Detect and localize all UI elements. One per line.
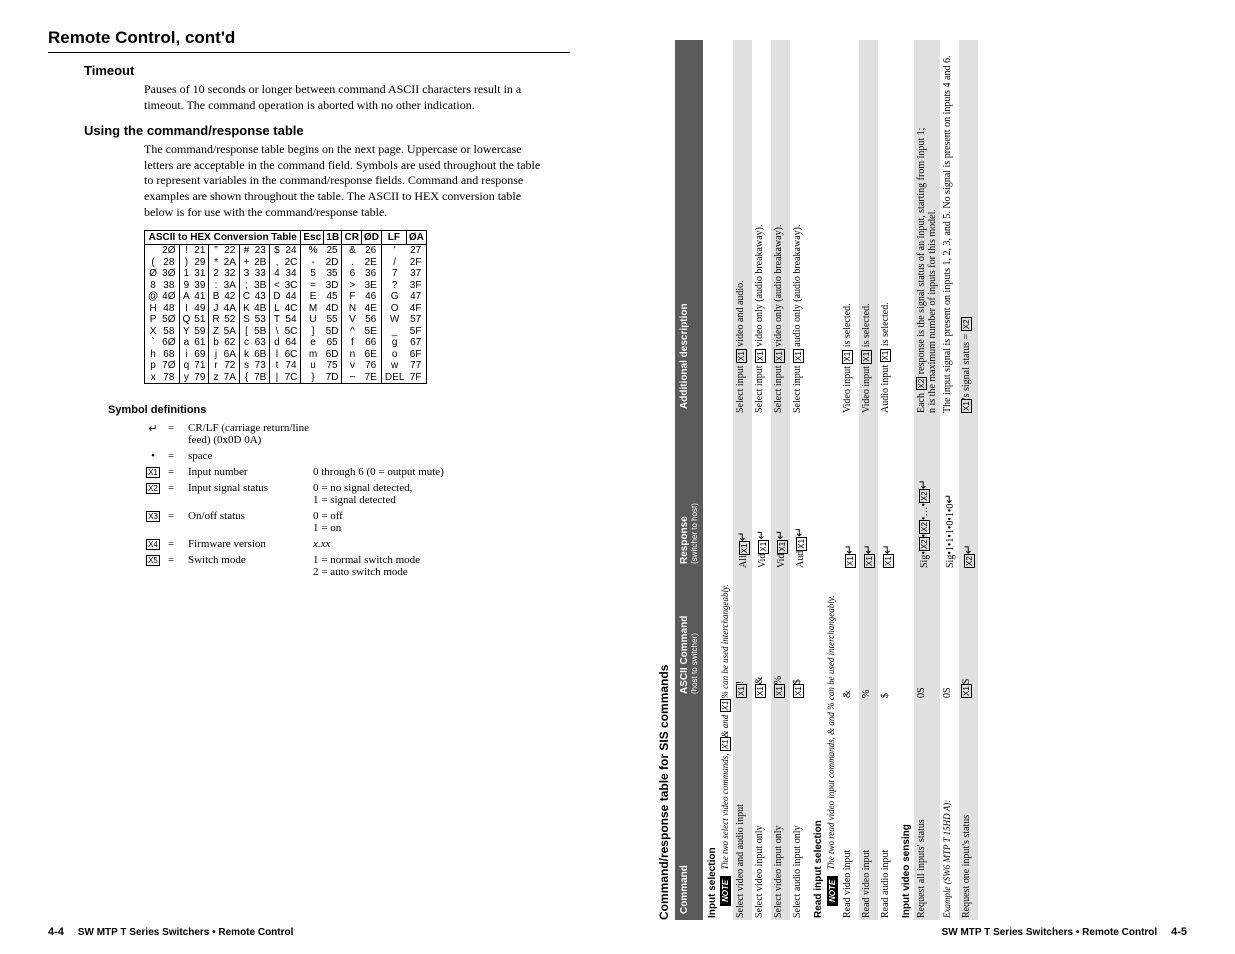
command-response-table: Command/response table for SIS commands … xyxy=(657,40,1072,920)
table-row: Select video input onlyX1%VidX1Select in… xyxy=(771,40,790,920)
page-number: 4-5 xyxy=(1171,926,1187,938)
section-note: NOTEThe two select video commands, X1& a… xyxy=(720,40,733,920)
crt-header-row: Command ASCII Command (host to switcher)… xyxy=(675,40,703,920)
header-rule xyxy=(48,52,570,53)
table-row: Request all inputs' status0SSig•X2•X2•…•… xyxy=(914,40,940,920)
symbol-definitions: ↵=CR/LF (carriage return/line feed) (0x0… xyxy=(48,422,570,582)
table-row: Select video input onlyX1&VidX1Select in… xyxy=(752,40,771,920)
page-number: 4-4 xyxy=(48,926,64,938)
crt-title: Command/response table for SIS commands xyxy=(657,40,671,920)
using-body: The command/response table begins on the… xyxy=(144,142,550,220)
table-row: Select audio input onlyX1$AudX1Select in… xyxy=(790,40,809,920)
section-head: Input video sensing xyxy=(897,40,914,920)
page-header: Remote Control, cont'd xyxy=(48,28,570,48)
section-head: Read input selection xyxy=(809,40,826,920)
ascii-hex-table: ASCII to HEX Conversion TableEsc1BCRØDLF… xyxy=(144,230,427,384)
footer-text: SW MTP T Series Switchers • Remote Contr… xyxy=(78,927,294,938)
table-row: Read video input&X1Video input X1 is sel… xyxy=(840,40,859,920)
section-note: NOTEThe two read video input commands, &… xyxy=(826,40,839,920)
page-left: Remote Control, cont'd Timeout Pauses of… xyxy=(0,0,618,954)
section-head: Input selection xyxy=(703,40,720,920)
table-row: Read audio input$X1Audio input X1 is sel… xyxy=(878,40,897,920)
table-row: Request one input's statusX1SX2X1's sign… xyxy=(959,40,978,920)
crt-head-command: Command xyxy=(675,700,703,920)
footer-left: 4-4 SW MTP T Series Switchers • Remote C… xyxy=(48,926,293,938)
timeout-body: Pauses of 10 seconds or longer between c… xyxy=(144,82,550,113)
h-symdefs: Symbol definitions xyxy=(108,404,570,416)
h-timeout: Timeout xyxy=(84,63,570,78)
table-row: Select video and audio inputX1!AllX1Sele… xyxy=(733,40,752,920)
crt-head-desc: Additional description xyxy=(675,40,703,415)
crt-head-ascii: ASCII Command (host to switcher) xyxy=(675,570,703,700)
table-row: Read video input%X1Video input X1 is sel… xyxy=(859,40,878,920)
footer-right: SW MTP T Series Switchers • Remote Contr… xyxy=(942,926,1187,938)
table-row: Example (SW6 MTP T 15HD A):0SSig•1•1•1•0… xyxy=(940,40,959,920)
crt-head-response: Response (switcher to host) xyxy=(675,415,703,570)
footer-text: SW MTP T Series Switchers • Remote Contr… xyxy=(942,927,1158,938)
h-using: Using the command/response table xyxy=(84,123,570,138)
